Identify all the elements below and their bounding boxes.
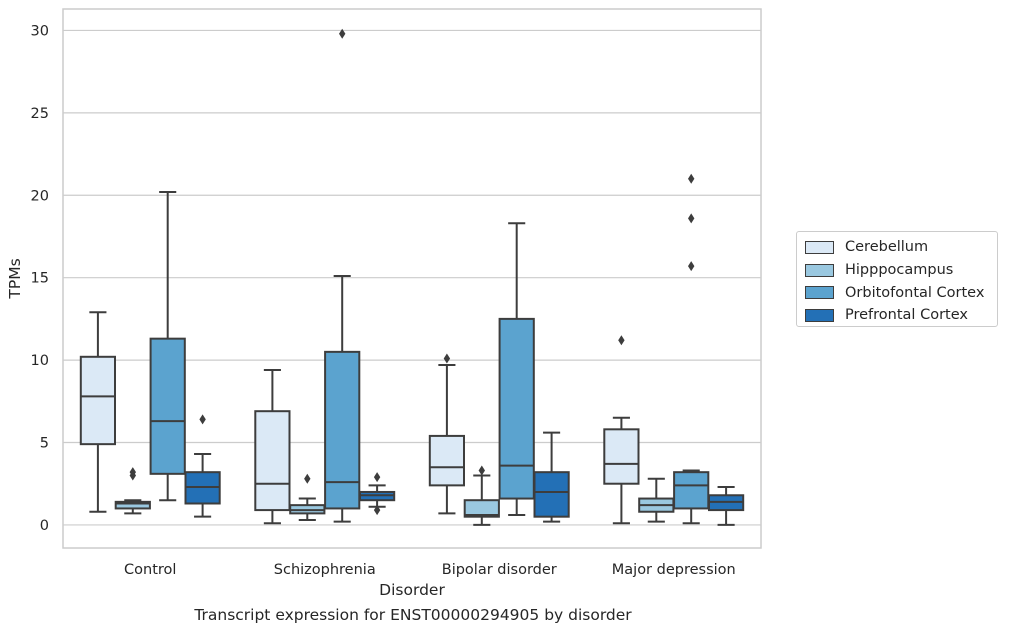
- x-tick-labels: Control Schizophrenia Bipolar disorder Majo…: [124, 562, 736, 578]
- x-tick-label: Schizophrenia: [274, 562, 376, 578]
- series-group: [114, 465, 675, 526]
- plot-frame: [62, 8, 762, 549]
- outlier-point: [129, 467, 136, 478]
- series-group: [184, 414, 745, 526]
- outlier-point: [688, 173, 695, 184]
- x-tick-label: Control: [124, 562, 176, 578]
- legend-swatch-cerebellum: [805, 240, 834, 254]
- y-tick-label: 15: [31, 271, 49, 287]
- legend-item: Hipppocampus: [805, 259, 997, 282]
- series-group: [79, 311, 640, 525]
- legend-label: Orbitofontal Cortex: [845, 284, 985, 301]
- legend: Cerebellum Hipppocampus Orbitofontal Cor…: [796, 231, 998, 327]
- box: [428, 434, 466, 487]
- legend-label: Hipppocampus: [845, 262, 954, 279]
- legend-swatch-orbitofrontal: [805, 286, 834, 300]
- box: [114, 500, 151, 510]
- outlier-point: [688, 261, 695, 272]
- legend-swatch-prefrontal: [805, 308, 834, 322]
- outlier-point: [688, 213, 695, 224]
- y-axis-label: TPMs: [6, 258, 24, 299]
- outlier-point: [339, 28, 346, 39]
- legend-label: Prefrontal Cortex: [845, 307, 968, 324]
- x-tick-label: Major depression: [612, 562, 736, 578]
- box: [498, 317, 535, 500]
- box: [79, 355, 117, 446]
- outlier-point: [373, 472, 381, 483]
- outlier-point: [478, 465, 485, 476]
- y-tick-label: 30: [31, 23, 49, 39]
- y-tick-label: 5: [40, 436, 49, 452]
- legend-item: Orbitofontal Cortex: [805, 281, 997, 304]
- box: [149, 337, 186, 475]
- legend-swatch-hippocampus: [805, 263, 834, 277]
- y-tick-label: 0: [40, 518, 49, 534]
- legend-label: Cerebellum: [845, 239, 929, 256]
- box: [254, 410, 291, 512]
- box: [463, 499, 500, 518]
- y-tick-label: 25: [31, 106, 49, 122]
- y-tick-labels: 0 5 10 15 20 25 30: [31, 23, 49, 533]
- chart-caption: Transcript expression for ENST0000029490…: [194, 606, 632, 624]
- box-series: [79, 28, 745, 526]
- box: [673, 471, 710, 510]
- box: [603, 428, 640, 485]
- outlier-point: [304, 473, 311, 484]
- y-tick-label: 20: [31, 188, 49, 204]
- legend-item: Cerebellum: [805, 236, 997, 259]
- box: [533, 471, 570, 518]
- box: [324, 350, 361, 510]
- legend-item: Prefrontal Cortex: [805, 304, 997, 327]
- x-tick-label: Bipolar disorder: [442, 562, 557, 578]
- y-tick-label: 10: [31, 353, 49, 369]
- outlier-point: [373, 505, 381, 516]
- outlier-point: [443, 353, 451, 364]
- x-axis-label: Disorder: [379, 581, 445, 599]
- outlier-point: [618, 335, 625, 346]
- series-group: [149, 28, 710, 525]
- outlier-point: [199, 414, 206, 425]
